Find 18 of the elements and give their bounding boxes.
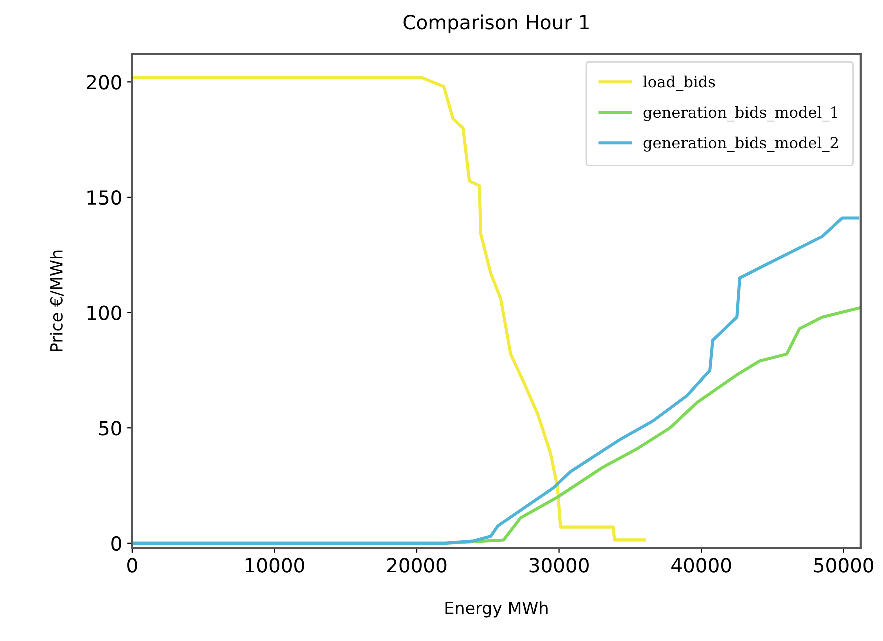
x-tick-label: 10000 (246, 558, 304, 573)
x-tick-label: 50000 (814, 558, 874, 573)
y-tick-label: 150 (88, 190, 122, 206)
x-tick-label: 20000 (388, 558, 447, 573)
y-tick-label: 200 (87, 75, 122, 90)
legend-label: load_bids (643, 76, 716, 92)
y-tick-label: 0 (112, 536, 122, 552)
x-tick-label: 40000 (672, 558, 732, 573)
x-axis-title: Energy MWh (446, 602, 548, 618)
line-series (132, 216, 860, 545)
chart-title: Comparison Hour 1 (404, 14, 589, 34)
legend-label: generation_bids_model_2 (644, 136, 838, 152)
x-tick-label: 30000 (530, 558, 589, 573)
legend-label: generation_bids_model_1 (644, 106, 838, 122)
y-axis-title: Price €/MWh (50, 250, 64, 352)
y-tick-label: 100 (88, 306, 122, 320)
x-tick-label: 0 (128, 558, 138, 573)
y-tick-label: 50 (99, 421, 122, 436)
